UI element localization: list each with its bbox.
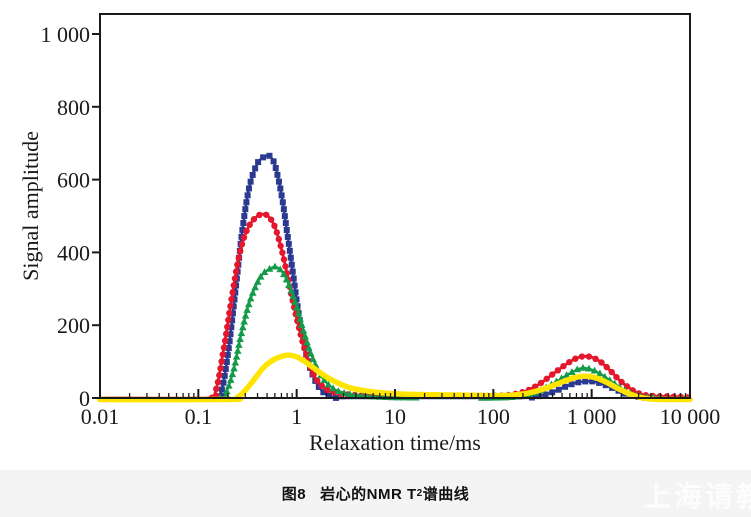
y-axis-tick-labels: 0 200 400 600 800 1 000	[41, 22, 91, 411]
series-layer	[97, 152, 693, 403]
figure-number: 图8	[281, 486, 307, 503]
watermark-text: 上海请教	[642, 481, 751, 512]
series-core-sample-red	[98, 211, 692, 401]
series-line-core-sample-red	[98, 212, 692, 400]
y-axis-title: Signal amplitude	[18, 131, 43, 281]
series-core-sample-yellow	[97, 352, 693, 403]
series-line-core-sample-yellow	[97, 352, 693, 403]
y-tick-label: 200	[57, 313, 90, 338]
x-tick-label: 0.1	[185, 404, 213, 429]
series-markers-core-sample-red	[208, 211, 691, 401]
y-tick-label: 1 000	[41, 22, 91, 47]
x-tick-label: 1 000	[567, 404, 617, 429]
x-tick-label: 0.01	[81, 404, 120, 429]
x-tick-label: 10 000	[660, 404, 721, 429]
axes-layer: 0.01 0.1 1 10 100 1 000 10 000 0 200 400 600 800 1 0…	[18, 13, 721, 455]
y-tick-label: 600	[57, 168, 90, 193]
x-tick-label: 1	[291, 404, 302, 429]
figure-caption: 图8 岩心的NMR T 2 谱曲线	[0, 470, 751, 517]
caption-text-post: 谱曲线	[422, 486, 470, 503]
x-axis-tick-labels: 0.01 0.1 1 10 100 1 000 10 000	[81, 404, 721, 429]
x-axis-ticks	[99, 389, 691, 398]
plot-frame	[99, 13, 691, 399]
caption-text-pre: 岩心的NMR T	[320, 486, 417, 503]
y-tick-label: 800	[57, 95, 90, 120]
y-axis-ticks	[92, 33, 100, 399]
x-axis-title: Relaxation time/ms	[309, 430, 481, 455]
y-tick-label: 0	[79, 386, 90, 411]
y-tick-label: 400	[57, 240, 90, 265]
x-tick-label: 10	[384, 404, 406, 429]
x-tick-label: 100	[477, 404, 510, 429]
t2-spectrum-chart: 0.01 0.1 1 10 100 1 000 10 000 0 200 400 600 800 1 0…	[18, 13, 721, 455]
